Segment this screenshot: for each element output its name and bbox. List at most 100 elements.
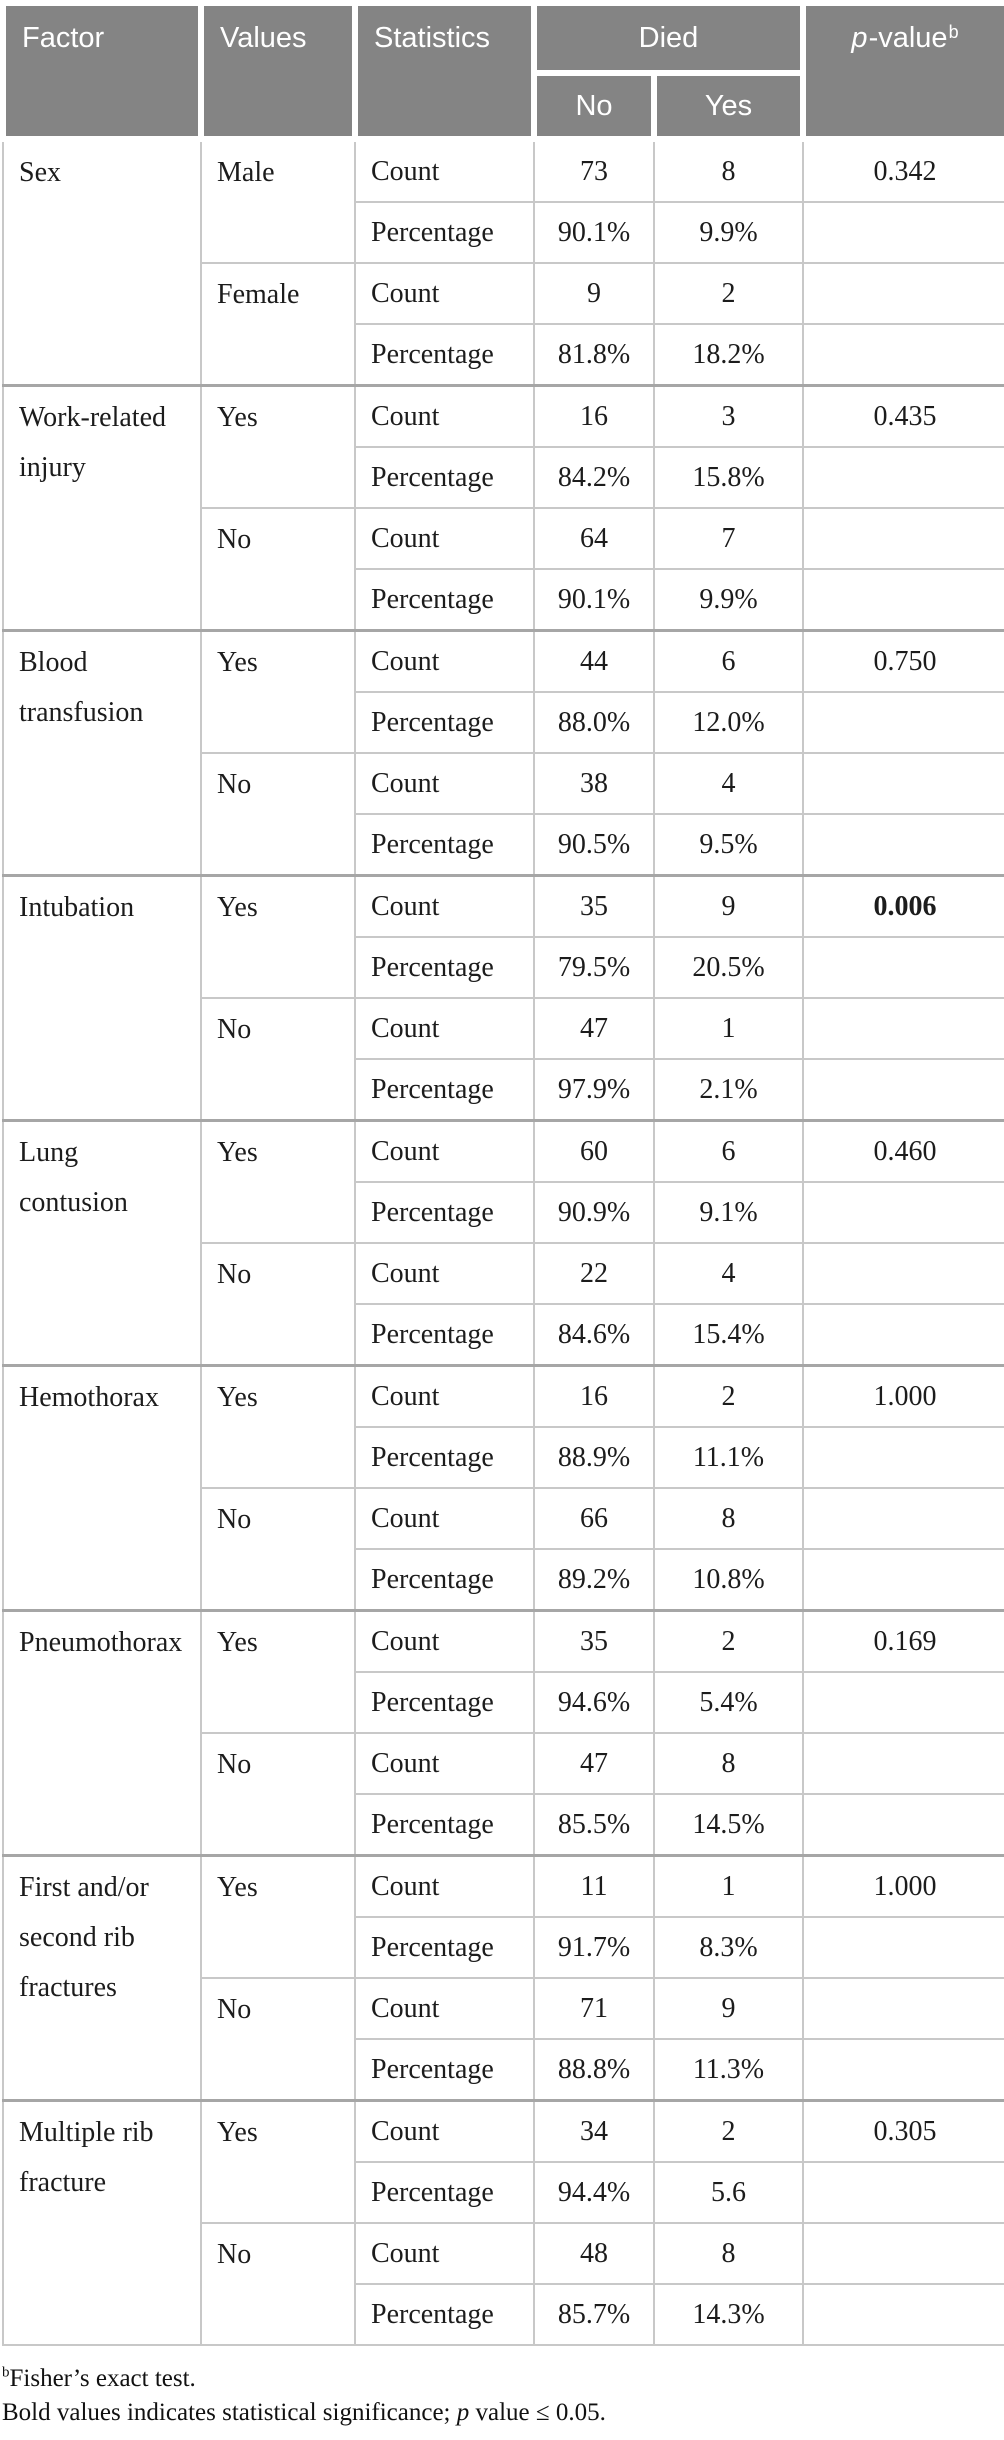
died-yes-cell: 7 [653, 507, 804, 570]
table-row: Blood transfusion Yes Count 44 6 0.750 [2, 629, 1004, 877]
pvalue-cell: 1.000 [802, 1364, 1004, 1428]
died-yes-cell: 8 [653, 2222, 804, 2285]
factor-cell: Intubation [2, 874, 202, 1122]
died-no-cell: 81.8% [533, 323, 655, 387]
table-row: Sex Male Count 73 8 0.342 [2, 137, 1004, 387]
died-yes-cell: 1 [653, 1854, 804, 1918]
value-cell: No [200, 997, 356, 1122]
died-yes-cell: 18.2% [653, 323, 804, 387]
value-cell: Yes [200, 1364, 356, 1489]
value-cell: Yes [200, 629, 356, 754]
died-no-cell: 22 [533, 1242, 655, 1305]
statistic-label-cell: Percentage [354, 1671, 535, 1734]
value-cell: No [200, 1242, 356, 1367]
died-no-cell: 16 [533, 1364, 655, 1428]
pvalue-cell [802, 1977, 1004, 2040]
statistic-label-cell: Count [354, 262, 535, 325]
died-yes-cell: 2.1% [653, 1058, 804, 1122]
pvalue-cell: 0.342 [802, 137, 1004, 203]
statistic-label-cell: Count [354, 1364, 535, 1428]
table-row: Percentage 79.5% 20.5% [3, 936, 1004, 999]
died-no-cell: 11 [533, 1854, 655, 1918]
pvalue-cell [802, 752, 1004, 815]
table-row: Pneumothorax Yes Count 35 2 0.169 [2, 1609, 1004, 1857]
table-row: Work-related injury Yes Count 16 3 0.435 [2, 384, 1004, 632]
died-no-cell: 84.6% [533, 1303, 655, 1367]
died-no-cell: 34 [533, 2099, 655, 2163]
died-no-cell: 88.8% [533, 2038, 655, 2102]
value-cell: Yes [200, 384, 356, 509]
pvalue-cell [802, 507, 1004, 570]
statistic-label-cell: Count [354, 2222, 535, 2285]
col-header-factor-label: Factor [22, 21, 105, 54]
table-row: Percentage 97.9% 2.1% [3, 1058, 1004, 1122]
statistic-label-cell: Percentage [354, 691, 535, 754]
statistic-label-cell: Percentage [354, 813, 535, 877]
died-no-cell: 48 [533, 2222, 655, 2285]
died-yes-cell: 2 [653, 1609, 804, 1673]
died-yes-cell: 9.9% [653, 568, 804, 632]
died-yes-cell: 20.5% [653, 936, 804, 999]
table-row: Percentage 90.1% 9.9% [3, 201, 1004, 264]
footnote-bold-text-end: value ≤ 0.05. [469, 2399, 606, 2426]
pvalue-cell [802, 262, 1004, 325]
table-row: No Count 22 4 [3, 1242, 1004, 1367]
pvalue-cell [802, 323, 1004, 387]
died-yes-cell: 5.4% [653, 1671, 804, 1734]
table-row: No Count 38 4 [3, 752, 1004, 877]
statistic-label-cell: Count [354, 1977, 535, 2040]
died-no-cell: 84.2% [533, 446, 655, 509]
statistic-label-cell: Count [354, 507, 535, 570]
died-yes-cell: 9 [653, 874, 804, 938]
table-row: Percentage 88.0% 12.0% [3, 691, 1004, 754]
pvalue-cell [802, 691, 1004, 754]
statistic-label-cell: Count [354, 1854, 535, 1918]
statistic-label-cell: Percentage [354, 936, 535, 999]
died-no-cell: 91.7% [533, 1916, 655, 1979]
value-cell: Yes [200, 2099, 356, 2224]
pvalue-cell [802, 1181, 1004, 1244]
value-cell: Yes [200, 1854, 356, 1979]
died-yes-cell: 1 [653, 997, 804, 1060]
died-yes-cell: 9.9% [653, 201, 804, 264]
pvalue-cell [802, 1487, 1004, 1550]
col-header-pvalue: p -value b [800, 0, 1004, 142]
table-footnotes: bFisher’s exact test. Bold values indica… [2, 2362, 1004, 2430]
statistic-label-cell: Percentage [354, 1426, 535, 1489]
died-no-cell: 35 [533, 874, 655, 938]
value-cell: Female [200, 262, 356, 387]
statistic-label-cell: Count [354, 2099, 535, 2163]
footnote-fisher-text: Fisher’s exact test. [9, 2365, 196, 2392]
statistic-label-cell: Count [354, 629, 535, 693]
died-no-cell: 9 [533, 262, 655, 325]
died-yes-cell: 11.3% [653, 2038, 804, 2102]
table-row: Percentage 94.6% 5.4% [3, 1671, 1004, 1734]
died-no-cell: 90.9% [533, 1181, 655, 1244]
col-header-statistics-label: Statistics [374, 21, 491, 54]
col-header-died: Died [531, 0, 806, 76]
pvalue-cell [802, 2161, 1004, 2224]
pvalue-cell [802, 1242, 1004, 1305]
died-no-cell: 47 [533, 1732, 655, 1795]
col-header-died-no: No [531, 70, 657, 142]
died-no-cell: 64 [533, 507, 655, 570]
col-header-died-yes: Yes [651, 70, 806, 142]
statistic-label-cell: Percentage [354, 2161, 535, 2224]
table-row: Percentage 90.9% 9.1% [3, 1181, 1004, 1244]
statistic-label-cell: Percentage [354, 1058, 535, 1122]
died-no-cell: 90.1% [533, 568, 655, 632]
statistic-label-cell: Percentage [354, 1548, 535, 1612]
died-no-cell: 85.5% [533, 1793, 655, 1857]
died-no-cell: 47 [533, 997, 655, 1060]
died-yes-cell: 14.5% [653, 1793, 804, 1857]
value-cell: No [200, 1487, 356, 1612]
table-row: Percentage 94.4% 5.6 [3, 2161, 1004, 2224]
statistic-label-cell: Percentage [354, 1916, 535, 1979]
died-yes-cell: 6 [653, 1119, 804, 1183]
statistic-label-cell: Percentage [354, 1303, 535, 1367]
died-yes-cell: 9.5% [653, 813, 804, 877]
statistic-label-cell: Count [354, 1732, 535, 1795]
pvalue-cell [802, 936, 1004, 999]
table-row: Intubation Yes Count 35 9 0.006 [2, 874, 1004, 1122]
pvalue-cell [802, 1732, 1004, 1795]
